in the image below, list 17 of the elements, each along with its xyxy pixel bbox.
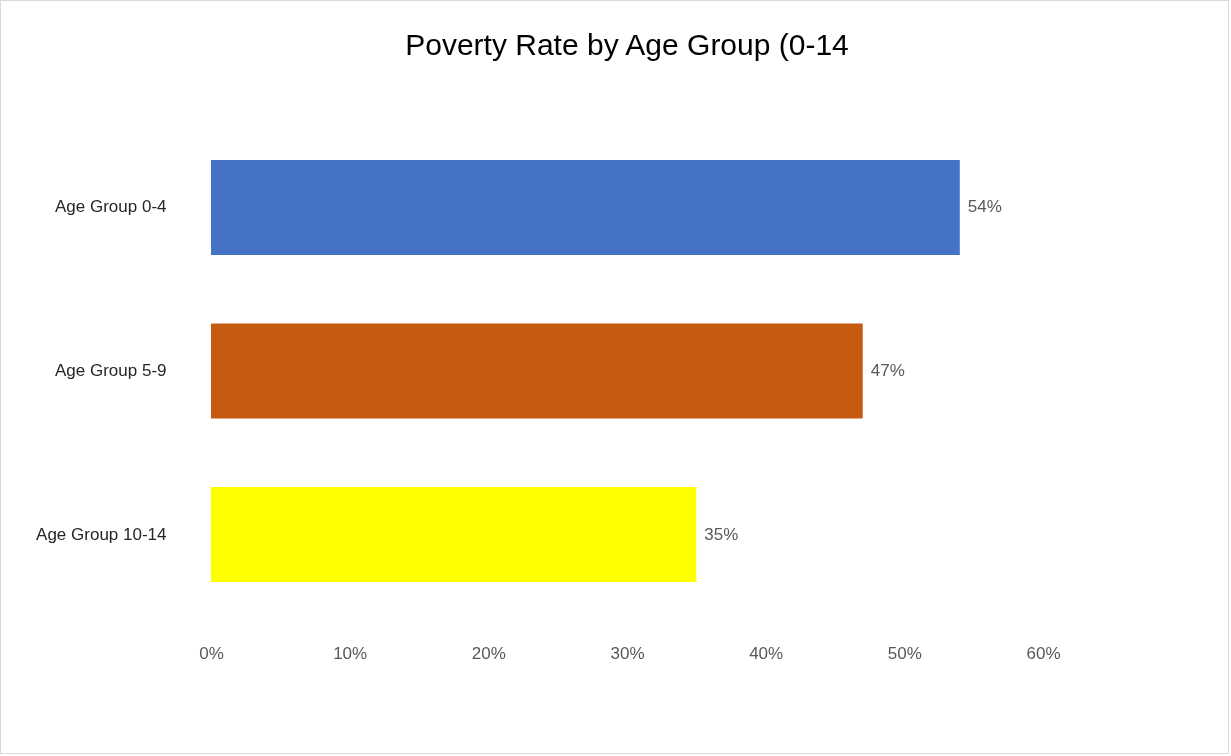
x-tick-label: 10% <box>333 643 368 663</box>
y-tick-label: Age Group 10-14 <box>36 524 167 544</box>
y-tick-label: Age Group 0-4 <box>54 197 167 217</box>
bar <box>211 160 960 255</box>
x-tick-label: 40% <box>749 643 784 663</box>
bar <box>211 487 697 582</box>
x-tick-label: 30% <box>610 643 645 663</box>
x-tick-label: 60% <box>1026 643 1061 663</box>
x-tick-label: 50% <box>887 643 922 663</box>
data-label: 47% <box>870 361 905 380</box>
y-tick-label: Age Group 5-9 <box>54 361 167 380</box>
chart-title: Poverty Rate by Age Group (0-14 <box>405 28 849 61</box>
data-label: 35% <box>704 524 739 544</box>
x-tick-label: 0% <box>199 643 224 663</box>
x-tick-label: 20% <box>471 643 506 663</box>
bar <box>211 323 863 419</box>
data-label: 54% <box>967 197 1002 217</box>
